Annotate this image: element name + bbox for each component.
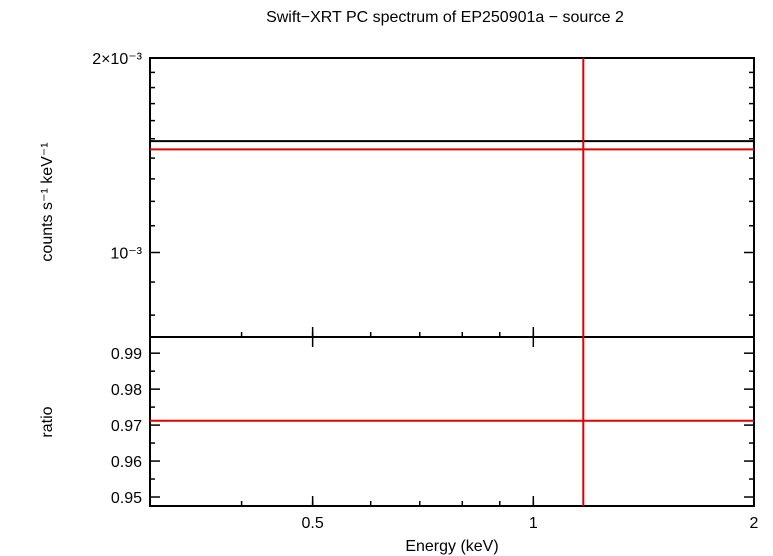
top-tick-group: 2×10⁻³ 10⁻³ xyxy=(92,51,754,316)
top-plot-frame xyxy=(149,57,755,338)
bottom-panel: 0.95 0.96 0.97 0.98 0.99 ratio xyxy=(39,336,755,507)
bottom-tick-group: 0.95 0.96 0.97 0.98 0.99 xyxy=(111,346,754,507)
x-tick-label: 0.5 xyxy=(302,515,324,532)
bottom-y-tick-label: 0.97 xyxy=(111,418,142,435)
x-axis-label: Energy (keV) xyxy=(405,538,498,555)
bottom-y-tick-label: 0.99 xyxy=(111,346,142,363)
top-series-group xyxy=(150,140,754,151)
top-y-tick-label: 2×10⁻³ xyxy=(92,51,142,68)
top-y-axis-label: counts s⁻¹ keV⁻¹ xyxy=(39,142,56,261)
x-tick-label: 1 xyxy=(529,515,538,532)
bottom-y-tick-label: 0.98 xyxy=(111,382,142,399)
x-tick-group: 0.5 1 2 xyxy=(149,327,759,532)
top-panel: 2×10⁻³ 10⁻³ counts s⁻¹ keV⁻¹ xyxy=(39,51,755,338)
chart-title: Swift−XRT PC spectrum of EP250901a − sou… xyxy=(266,9,624,26)
bottom-y-tick-label: 0.96 xyxy=(111,454,142,471)
top-y-tick-label: 10⁻³ xyxy=(110,246,142,263)
x-tick-label: 2 xyxy=(750,515,759,532)
bottom-y-tick-label: 0.95 xyxy=(111,490,142,507)
bottom-y-axis-label: ratio xyxy=(39,406,56,437)
